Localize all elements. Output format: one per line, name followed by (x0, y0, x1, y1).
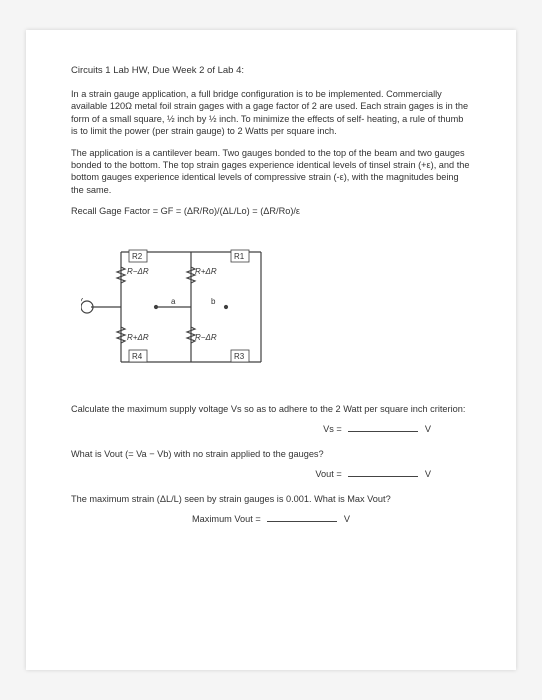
page-title: Circuits 1 Lab HW, Due Week 2 of Lab 4: (71, 65, 471, 78)
answer-line-2: Vout = V (71, 466, 471, 480)
blank-1 (348, 421, 418, 432)
label-b: b (211, 297, 216, 306)
blank-2 (348, 466, 418, 477)
ans1-label: Vs = (323, 424, 342, 434)
ans2-label: Vout = (315, 469, 341, 479)
answer-line-1: Vs = V (71, 421, 471, 435)
label-r3: R3 (234, 352, 245, 361)
answer-line-3: Maximum Vout = V (71, 511, 471, 525)
label-a: a (171, 297, 176, 306)
label-v: V (81, 297, 83, 306)
blank-3 (267, 511, 337, 522)
paragraph-1: In a strain gauge application, a full br… (71, 88, 471, 138)
circuit-diagram: R2 R−ΔR R1 R+ΔR R4 R+ΔR R3 R−ΔR a b V (81, 232, 471, 385)
label-rplus-2: R+ΔR (127, 333, 149, 342)
ans3-label: Maximum Vout = (192, 514, 261, 524)
unit-v-2: V (425, 469, 431, 479)
bridge-circuit-svg: R2 R−ΔR R1 R+ΔR R4 R+ΔR R3 R−ΔR a b V (81, 232, 291, 382)
label-rminus-2: R−ΔR (195, 333, 217, 342)
label-r2: R2 (132, 252, 143, 261)
document-page: Circuits 1 Lab HW, Due Week 2 of Lab 4: … (26, 30, 516, 670)
label-r1: R1 (234, 252, 245, 261)
question-3: The maximum strain (ΔL/L) seen by strain… (71, 493, 471, 505)
label-rminus-1: R−ΔR (127, 267, 149, 276)
question-2: What is Vout (= Va − Vb) with no strain … (71, 448, 471, 460)
unit-v-3: V (344, 514, 350, 524)
unit-v-1: V (425, 424, 431, 434)
paragraph-2: The application is a cantilever beam. Tw… (71, 147, 471, 197)
formula-line: Recall Gage Factor = GF = (ΔR/Ro)/(ΔL/Lo… (71, 205, 471, 217)
label-r4: R4 (132, 352, 143, 361)
question-1: Calculate the maximum supply voltage Vs … (71, 403, 471, 415)
label-rplus-1: R+ΔR (195, 267, 217, 276)
